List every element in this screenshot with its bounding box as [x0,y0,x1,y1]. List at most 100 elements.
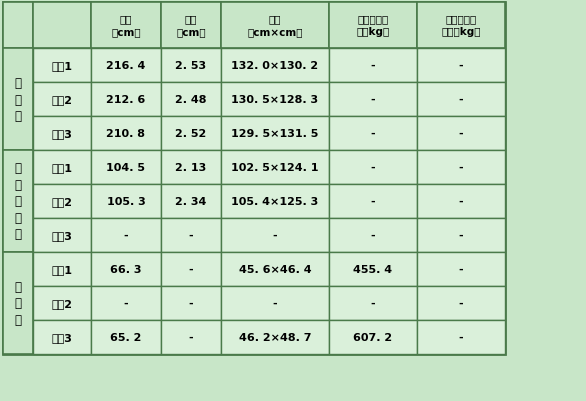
Text: 607. 2: 607. 2 [353,332,393,342]
Bar [91,49,161,83]
Bar [3,252,33,354]
Bar [417,117,505,151]
Bar [329,184,417,219]
Text: -: - [459,231,464,241]
Text: -: - [459,298,464,308]
Bar [221,252,329,286]
Bar [417,184,505,219]
Text: -: - [459,129,464,139]
Text: 黄
花
倒
水
莲: 黄 花 倒 水 莲 [15,162,22,241]
Bar [33,184,91,219]
Text: 实例2: 实例2 [52,196,73,207]
Text: 株高
（cm）: 株高 （cm） [111,14,141,37]
Text: 104. 5: 104. 5 [107,162,145,172]
Bar [329,3,417,49]
Text: 实例1: 实例1 [52,264,73,274]
Text: 实例3: 实例3 [52,129,73,139]
Text: -: - [371,298,375,308]
Bar [221,219,329,252]
Text: 102. 5×124. 1: 102. 5×124. 1 [231,162,319,172]
Bar [329,219,417,252]
Bar [3,49,33,151]
Bar [417,320,505,354]
Text: 46. 2×48. 7: 46. 2×48. 7 [239,332,311,342]
Bar [91,3,161,49]
Bar [221,320,329,354]
Text: -: - [189,332,193,342]
Text: -: - [459,264,464,274]
Text: 2. 34: 2. 34 [175,196,207,207]
Bar [417,252,505,286]
Text: 2. 53: 2. 53 [175,61,206,71]
Text: -: - [371,196,375,207]
Bar [329,252,417,286]
Text: 实例3: 实例3 [52,231,73,241]
Text: 66. 3: 66. 3 [110,264,142,274]
Bar [221,184,329,219]
Bar [91,83,161,117]
Text: 210. 8: 210. 8 [107,129,145,139]
Text: -: - [371,129,375,139]
Bar [33,151,91,184]
Text: 半
枫
荷: 半 枫 荷 [15,77,22,123]
Text: 实例3: 实例3 [52,332,73,342]
Bar [417,286,505,320]
Text: -: - [371,231,375,241]
Text: 冠幅
（cm×cm）: 冠幅 （cm×cm） [247,14,303,37]
Bar [161,219,221,252]
Text: 平均乩产根
干重（kg）: 平均乩产根 干重（kg） [441,14,481,37]
Text: 实例1: 实例1 [52,61,73,71]
Bar [161,83,221,117]
Bar [417,151,505,184]
Bar [33,3,91,49]
Bar [161,117,221,151]
Bar [417,219,505,252]
Bar [33,320,91,354]
Text: 基径
（cm）: 基径 （cm） [176,14,206,37]
Bar [329,49,417,83]
Text: -: - [371,162,375,172]
Bar [417,3,505,49]
Text: 平均乩产干
重（kg）: 平均乩产干 重（kg） [356,14,390,37]
Text: 216. 4: 216. 4 [106,61,146,71]
Bar [91,252,161,286]
Text: 212. 6: 212. 6 [107,95,146,105]
Bar [329,286,417,320]
Bar [91,320,161,354]
Bar [33,117,91,151]
Text: 105. 3: 105. 3 [107,196,145,207]
Bar [161,151,221,184]
Bar [329,117,417,151]
Text: -: - [124,298,128,308]
Text: -: - [189,264,193,274]
Bar [33,286,91,320]
Bar [33,83,91,117]
Bar [3,151,33,252]
Text: -: - [272,231,277,241]
Text: -: - [459,61,464,71]
Bar [161,184,221,219]
Bar [161,3,221,49]
Bar [329,83,417,117]
Bar [329,320,417,354]
Bar [33,219,91,252]
Bar [221,117,329,151]
Bar [161,49,221,83]
Bar [161,320,221,354]
Bar [91,286,161,320]
Text: 105. 4×125. 3: 105. 4×125. 3 [231,196,319,207]
Text: 实例2: 实例2 [52,298,73,308]
Bar [221,83,329,117]
Bar [221,286,329,320]
Text: -: - [371,61,375,71]
Text: -: - [459,162,464,172]
Text: 130. 5×128. 3: 130. 5×128. 3 [231,95,319,105]
Text: 132. 0×130. 2: 132. 0×130. 2 [231,61,319,71]
Bar [3,3,505,354]
Text: 45. 6×46. 4: 45. 6×46. 4 [239,264,311,274]
Text: -: - [459,95,464,105]
Bar [33,49,91,83]
Text: 红
根
草: 红 根 草 [15,280,22,326]
Bar [221,151,329,184]
Text: -: - [459,332,464,342]
